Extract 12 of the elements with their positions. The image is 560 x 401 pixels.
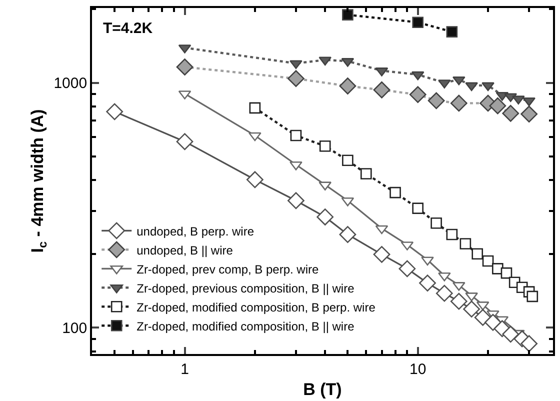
legend-label: Zr-doped, modified composition, B || wire [136,319,355,334]
x-axis-title: B (T) [303,380,342,399]
legend-label: Zr-doped, prev comp, B perp. wire [136,262,320,276]
legend-label: Zr-doped, previous composition, B || wire [136,281,355,296]
y-tick-label: 100 [62,320,88,337]
y-tick-label: 1000 [54,75,88,92]
x-tick-label: 10 [410,360,426,378]
legend-label: undoped, B perp. wire [136,224,254,238]
legend-label: undoped, B || wire [136,243,234,258]
legend-label: Zr-doped, modified composition, B perp. wire [136,300,376,314]
x-tick-label: 1 [180,360,189,378]
annotation: T=4.2K [103,20,153,37]
